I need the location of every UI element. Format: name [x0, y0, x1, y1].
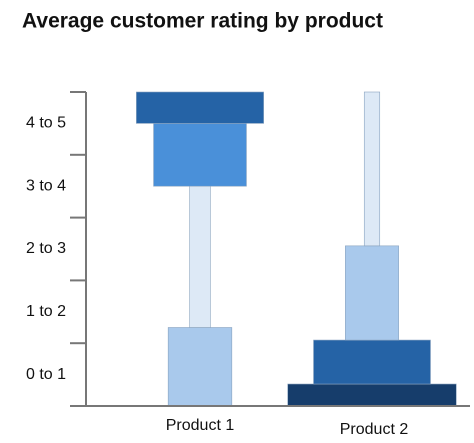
y-band-label: 4 to 5 — [26, 115, 66, 132]
bar-segment — [363, 91, 381, 247]
bar-segment — [313, 339, 431, 385]
chart-title: Average customer rating by product — [22, 10, 383, 33]
x-tick-label: Product 1 — [166, 417, 235, 434]
bar-segment — [287, 383, 457, 407]
bar-segment — [167, 327, 233, 407]
y-band-label: 2 to 3 — [26, 240, 66, 257]
bar-segment — [189, 185, 211, 328]
bar-segment — [345, 245, 399, 341]
y-band-label: 1 to 2 — [26, 303, 66, 320]
y-band-label: 0 to 1 — [26, 366, 66, 383]
x-tick-label: Product 2 — [340, 421, 409, 438]
bar-segment — [136, 91, 264, 124]
y-band-label: 3 to 4 — [26, 177, 66, 194]
bar-segment — [153, 123, 247, 187]
